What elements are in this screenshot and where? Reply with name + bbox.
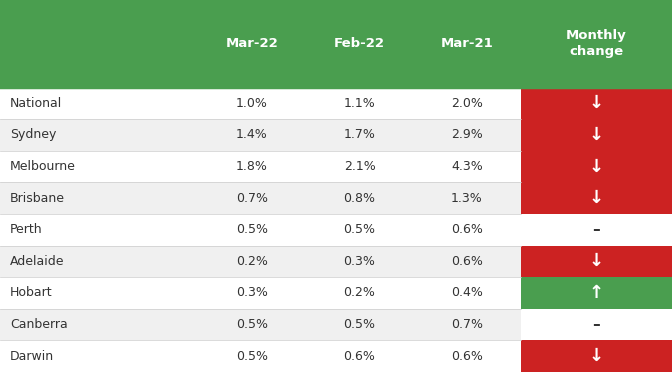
Text: 0.5%: 0.5% [236, 350, 268, 363]
Text: –: – [593, 222, 600, 237]
Text: 1.4%: 1.4% [236, 128, 268, 141]
Text: 1.1%: 1.1% [343, 97, 376, 110]
Text: 1.3%: 1.3% [451, 192, 483, 205]
Text: 0.5%: 0.5% [236, 223, 268, 236]
FancyBboxPatch shape [0, 246, 521, 277]
FancyBboxPatch shape [521, 277, 672, 309]
Text: 0.8%: 0.8% [343, 192, 376, 205]
Text: 4.3%: 4.3% [451, 160, 483, 173]
Text: 1.7%: 1.7% [343, 128, 376, 141]
Text: 2.1%: 2.1% [343, 160, 376, 173]
Text: Mar-21: Mar-21 [441, 37, 493, 50]
Text: 0.2%: 0.2% [343, 286, 376, 299]
FancyBboxPatch shape [0, 0, 672, 87]
Text: ↓: ↓ [589, 347, 604, 365]
Text: ↓: ↓ [589, 189, 604, 207]
Text: 0.7%: 0.7% [451, 318, 483, 331]
FancyBboxPatch shape [0, 340, 521, 372]
Text: –: – [593, 317, 600, 332]
Text: 0.6%: 0.6% [451, 223, 483, 236]
FancyBboxPatch shape [0, 182, 521, 214]
FancyBboxPatch shape [0, 309, 521, 340]
Text: Adelaide: Adelaide [10, 255, 65, 268]
Text: Hobart: Hobart [10, 286, 52, 299]
Text: 0.5%: 0.5% [343, 318, 376, 331]
Text: 2.9%: 2.9% [451, 128, 483, 141]
Text: 0.6%: 0.6% [343, 350, 376, 363]
Text: 0.5%: 0.5% [236, 318, 268, 331]
Text: 2.0%: 2.0% [451, 97, 483, 110]
Text: ↓: ↓ [589, 94, 604, 112]
FancyBboxPatch shape [521, 214, 672, 246]
Text: ↓: ↓ [589, 126, 604, 144]
Text: Canberra: Canberra [10, 318, 68, 331]
FancyBboxPatch shape [521, 119, 672, 151]
Text: 0.7%: 0.7% [236, 192, 268, 205]
Text: 1.8%: 1.8% [236, 160, 268, 173]
Text: Perth: Perth [10, 223, 43, 236]
FancyBboxPatch shape [0, 119, 521, 151]
Text: ↓: ↓ [589, 252, 604, 270]
Text: 0.3%: 0.3% [236, 286, 268, 299]
Text: National: National [10, 97, 62, 110]
Text: 0.5%: 0.5% [343, 223, 376, 236]
Text: Monthly
change: Monthly change [566, 29, 627, 58]
FancyBboxPatch shape [0, 151, 521, 182]
FancyBboxPatch shape [0, 87, 521, 119]
Text: 0.4%: 0.4% [451, 286, 483, 299]
Text: ↓: ↓ [589, 157, 604, 176]
Text: Sydney: Sydney [10, 128, 56, 141]
Text: Feb-22: Feb-22 [334, 37, 385, 50]
FancyBboxPatch shape [521, 182, 672, 214]
Text: Melbourne: Melbourne [10, 160, 76, 173]
FancyBboxPatch shape [521, 309, 672, 340]
Text: 0.6%: 0.6% [451, 350, 483, 363]
Text: Brisbane: Brisbane [10, 192, 65, 205]
FancyBboxPatch shape [0, 277, 521, 309]
Text: 1.0%: 1.0% [236, 97, 268, 110]
FancyBboxPatch shape [521, 340, 672, 372]
Text: ↑: ↑ [589, 284, 604, 302]
Text: 0.6%: 0.6% [451, 255, 483, 268]
FancyBboxPatch shape [0, 214, 521, 246]
FancyBboxPatch shape [521, 246, 672, 277]
Text: 0.2%: 0.2% [236, 255, 268, 268]
FancyBboxPatch shape [521, 151, 672, 182]
Text: 0.3%: 0.3% [343, 255, 376, 268]
Text: Darwin: Darwin [10, 350, 54, 363]
FancyBboxPatch shape [521, 87, 672, 119]
Text: Mar-22: Mar-22 [226, 37, 278, 50]
